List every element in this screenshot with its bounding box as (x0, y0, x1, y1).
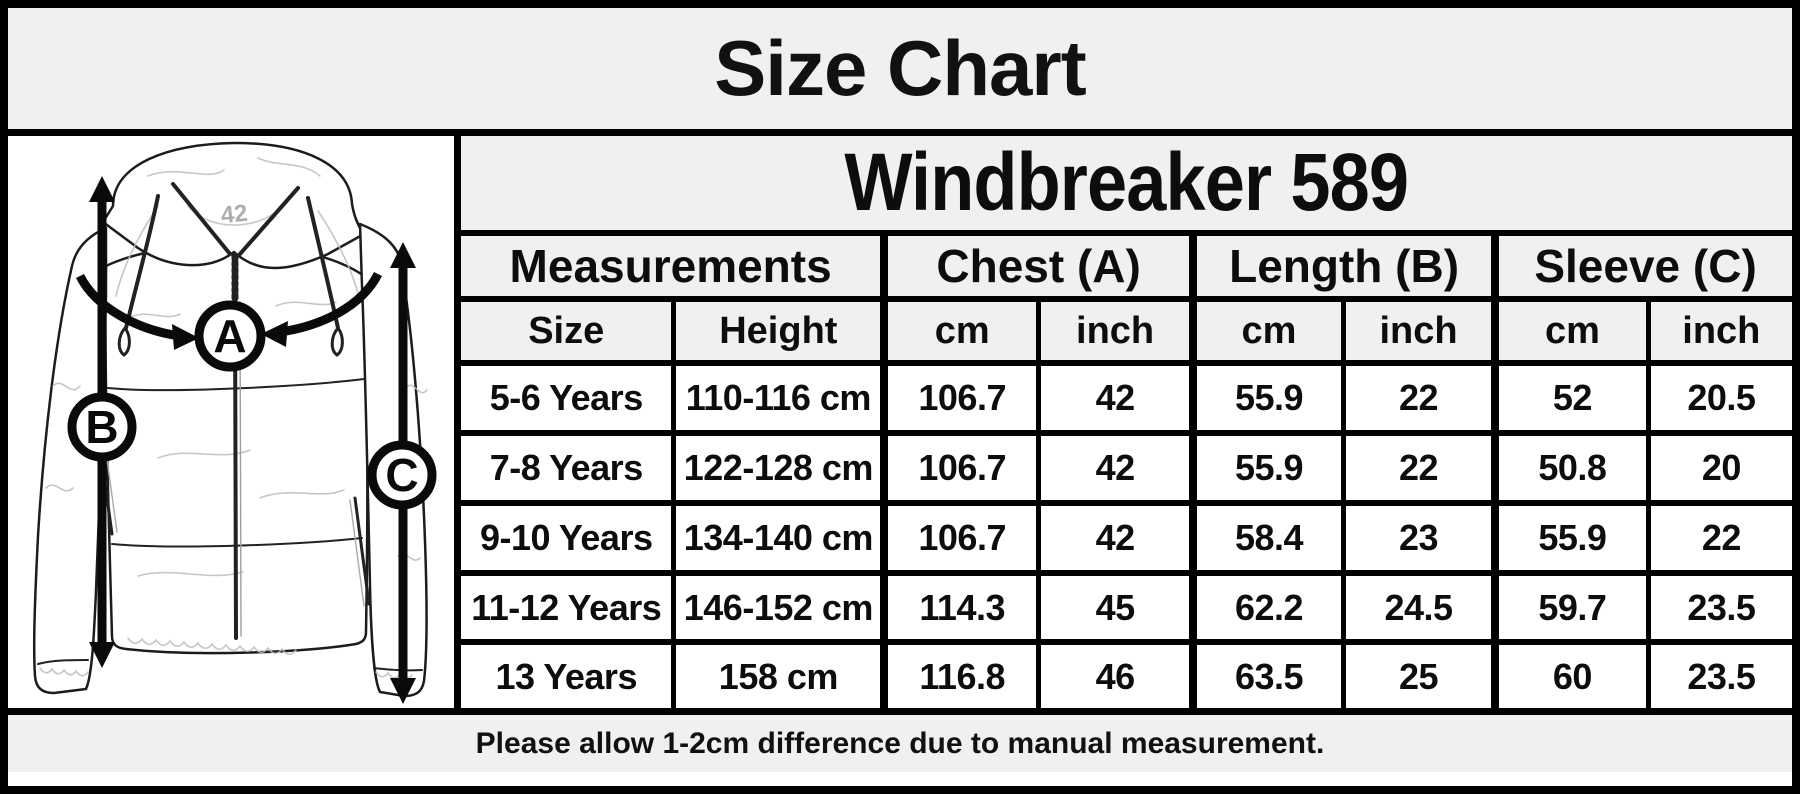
length-arrow-down (89, 642, 115, 668)
subheader-length-cm: cm (1189, 296, 1344, 363)
value-cell: 52 (1491, 360, 1649, 433)
sleeve-badge (367, 440, 437, 510)
chest-arrowhead-right (261, 321, 288, 347)
jacket-hood (101, 141, 366, 270)
value-cell: 22 (1645, 499, 1792, 573)
height-cell: 146-152 cm (671, 569, 885, 643)
value-cell: 20 (1645, 429, 1792, 503)
value-cell: 59.7 (1491, 569, 1649, 643)
size-cell: 11-12 Years (461, 569, 674, 643)
table-row-subheaders: Size Height cm inch cm inch cm inch (461, 296, 1792, 363)
collar-v-right (238, 186, 300, 256)
value-cell: 62.2 (1189, 569, 1344, 643)
group-header-measurements: Measurements (461, 230, 885, 299)
drawstring-left (124, 194, 160, 330)
chest-arrow-right (279, 271, 383, 337)
footer-band: Please allow 1-2cm difference due to man… (8, 708, 1792, 772)
value-cell: 22 (1340, 429, 1496, 503)
group-header-chest: Chest (A) (880, 230, 1194, 299)
value-cell: 42 (1036, 360, 1194, 433)
table-row: 7-8 Years 122-128 cm 106.7 42 55.9 22 50… (461, 429, 1792, 503)
value-cell: 114.3 (880, 569, 1039, 643)
value-cell: 24.5 (1340, 569, 1496, 643)
value-cell: 106.7 (880, 429, 1039, 503)
value-cell: 23.5 (1645, 639, 1792, 708)
value-cell: 58.4 (1189, 499, 1344, 573)
table-row-product: Windbreaker 589 (461, 136, 1792, 233)
sleeve-arrow-up (390, 242, 416, 268)
value-cell: 60 (1491, 639, 1649, 708)
height-cell: 110-116 cm (671, 360, 885, 433)
collar-v-left (171, 182, 232, 256)
group-header-length: Length (B) (1189, 230, 1496, 299)
sleeve-badge-letter: C (385, 449, 418, 501)
value-cell: 55.9 (1189, 429, 1344, 503)
value-cell: 23 (1340, 499, 1496, 573)
size-cell: 13 Years (461, 639, 674, 708)
value-cell: 55.9 (1189, 360, 1344, 433)
chest-arrowhead-left (172, 324, 199, 350)
pocket-right (353, 496, 371, 606)
size-table: Windbreaker 589 Measurements Chest (A) L… (461, 136, 1792, 708)
height-cell: 122-128 cm (671, 429, 885, 503)
value-cell: 22 (1340, 360, 1496, 433)
chest-arrow-left (75, 273, 181, 341)
height-cell: 134-140 cm (671, 499, 885, 573)
value-cell: 106.7 (880, 499, 1039, 573)
size-cell: 9-10 Years (461, 499, 674, 573)
header-band: Size Chart (8, 8, 1792, 136)
subheader-size: Size (461, 296, 674, 363)
value-cell: 42 (1036, 429, 1194, 503)
collar-logo: 42 (220, 200, 249, 230)
size-cell: 7-8 Years (461, 429, 674, 503)
group-header-sleeve: Sleeve (C) (1491, 230, 1792, 299)
length-badge-letter: B (85, 401, 118, 453)
table-row: 9-10 Years 134-140 cm 106.7 42 58.4 23 5… (461, 499, 1792, 573)
chest-badge (194, 300, 266, 372)
measurement-annotations: A B C (67, 176, 437, 704)
product-title: Windbreaker 589 (844, 137, 1410, 228)
measurement-note: Please allow 1-2cm difference due to man… (475, 726, 1325, 760)
value-cell: 63.5 (1189, 639, 1344, 708)
table-row: 5-6 Years 110-116 cm 106.7 42 55.9 22 52… (461, 360, 1792, 433)
product-title-cell: Windbreaker 589 (461, 136, 1792, 233)
table-row: 11-12 Years 146-152 cm 114.3 45 62.2 24.… (461, 569, 1792, 643)
length-badge (67, 392, 137, 462)
subheader-chest-cm: cm (880, 296, 1039, 363)
subheader-sleeve-inch: inch (1645, 296, 1792, 363)
value-cell: 23.5 (1645, 569, 1792, 643)
value-cell: 46 (1036, 639, 1194, 708)
subheader-sleeve-cm: cm (1491, 296, 1649, 363)
aglet-right (330, 325, 344, 357)
chest-badge-letter: A (213, 310, 246, 362)
subheader-length-inch: inch (1340, 296, 1496, 363)
value-cell: 106.7 (880, 360, 1039, 433)
page-title: Size Chart (714, 24, 1086, 112)
value-cell: 116.8 (880, 639, 1039, 708)
value-cell: 45 (1036, 569, 1194, 643)
size-table-area: Windbreaker 589 Measurements Chest (A) L… (461, 136, 1792, 708)
height-cell: 158 cm (671, 639, 885, 708)
content-area: 42 A (8, 136, 1792, 708)
jacket-sketch: 42 A (32, 141, 437, 704)
table-row-groups: Measurements Chest (A) Length (B) Sleeve… (461, 230, 1792, 299)
size-cell: 5-6 Years (461, 360, 674, 433)
sleeve-arrow-down (390, 678, 416, 704)
jacket-diagram-panel: 42 A (8, 136, 461, 708)
value-cell: 50.8 (1491, 429, 1649, 503)
value-cell: 20.5 (1645, 360, 1792, 433)
subheader-chest-inch: inch (1036, 296, 1194, 363)
table-row: 13 Years 158 cm 116.8 46 63.5 25 60 23.5 (461, 639, 1792, 708)
aglet-left (117, 325, 131, 357)
value-cell: 55.9 (1491, 499, 1649, 573)
value-cell: 42 (1036, 499, 1194, 573)
value-cell: 25 (1340, 639, 1496, 708)
length-arrow-up (89, 176, 115, 202)
subheader-height: Height (671, 296, 885, 363)
